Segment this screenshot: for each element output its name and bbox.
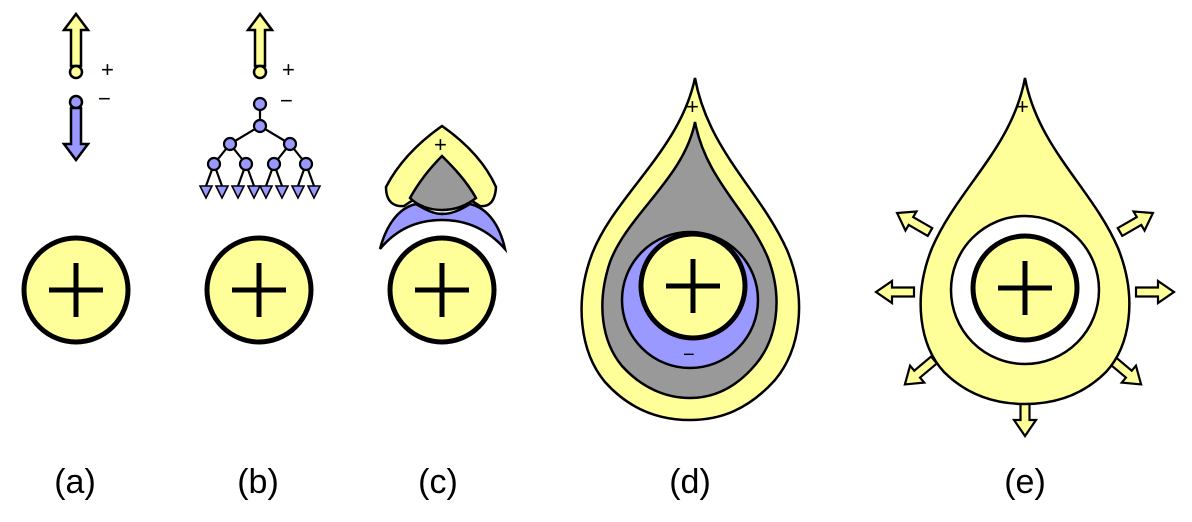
- nucleus-b: [204, 235, 314, 345]
- panel-label-a: (a): [54, 463, 96, 501]
- panel-label-e: (e): [1004, 463, 1046, 501]
- panel-c: + − (c): [378, 124, 508, 501]
- minus-sign-b: −: [280, 88, 293, 113]
- minus-sign-d: −: [683, 344, 695, 366]
- positive-particle-a: +: [62, 12, 114, 82]
- plus-sign-b: +: [282, 57, 295, 82]
- negative-particle-a: −: [62, 86, 111, 162]
- panel-a: + − (a): [21, 12, 131, 501]
- plus-sign-d: +: [686, 94, 699, 119]
- positive-particle-b: +: [246, 12, 295, 82]
- plus-sign-c: +: [434, 132, 447, 157]
- panel-b: +: [198, 12, 322, 501]
- minus-sign-a: −: [98, 86, 111, 111]
- plus-sign-a: +: [101, 57, 114, 82]
- cascade-tree-b: [198, 96, 322, 200]
- panel-label-d: (d): [669, 463, 711, 501]
- nucleus-a: [21, 235, 131, 345]
- nucleus-e: [970, 233, 1080, 343]
- panel-e: + (e): [874, 77, 1176, 501]
- charged-cap-c: + −: [378, 124, 508, 254]
- plus-sign-e: +: [1016, 94, 1029, 119]
- panel-label-c: (c): [418, 463, 458, 501]
- panel-label-b: (b): [237, 463, 279, 501]
- panel-d: + − (d): [580, 77, 801, 501]
- minus-sign-c: −: [434, 203, 446, 225]
- nucleus-d: [638, 231, 748, 341]
- nucleus-c: [387, 235, 497, 345]
